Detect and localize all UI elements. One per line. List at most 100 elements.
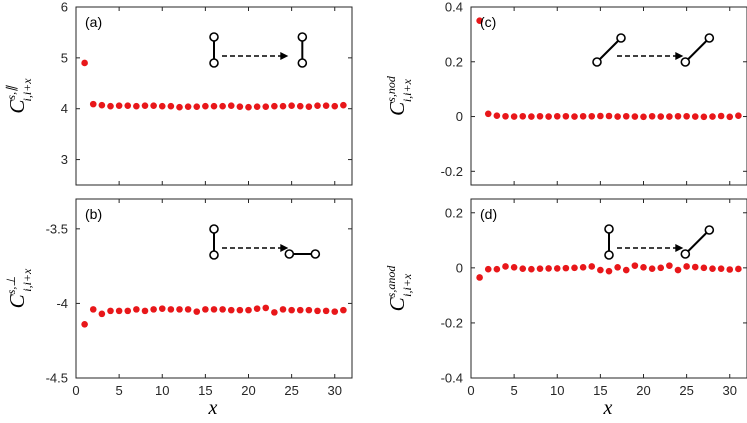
data-point (227, 306, 235, 314)
data-point (81, 321, 88, 328)
site-node (592, 57, 602, 67)
x-tick-label: 5 (116, 383, 123, 398)
y-axis-label: Cs,nod i,i+x (384, 75, 414, 116)
data-point (124, 307, 132, 315)
site-node (209, 224, 219, 234)
y-tick-label: 6 (61, 0, 68, 15)
y-tick-label: 3 (61, 152, 68, 167)
y-tick-label: -0.2 (441, 315, 463, 330)
data-point (193, 308, 201, 315)
data-point (340, 101, 347, 109)
y-tick-label: 0.4 (445, 0, 463, 15)
data-point (614, 113, 621, 120)
data-point (493, 265, 501, 273)
data-point (588, 112, 596, 120)
y-tick-label: 0.2 (445, 205, 463, 220)
data-point (81, 59, 88, 67)
data-point (553, 112, 561, 120)
axes-frame (470, 198, 747, 379)
data-point (545, 113, 552, 120)
axes-frame (470, 6, 747, 186)
data-point (124, 102, 132, 109)
data-point (510, 113, 518, 120)
data-point (519, 265, 527, 272)
data-point (305, 103, 313, 110)
data-point (528, 265, 535, 273)
data-point (236, 306, 244, 314)
data-point (133, 306, 140, 313)
x-tick-label: 30 (328, 383, 342, 398)
data-point (700, 113, 708, 121)
data-point (184, 103, 192, 110)
data-point (691, 263, 699, 271)
y-tick-label: -4.5 (46, 371, 68, 386)
data-point (657, 113, 665, 120)
bond-line (684, 229, 711, 255)
data-point (553, 265, 561, 272)
x-tick-label: 25 (679, 383, 693, 398)
x-tick-label: 15 (198, 383, 212, 398)
x-tick-label: 25 (284, 383, 298, 398)
arrow-head (675, 244, 684, 252)
x-tick-label: 5 (511, 383, 518, 398)
data-point (314, 307, 321, 315)
data-point (493, 112, 501, 120)
data-point (184, 306, 192, 313)
data-point (253, 103, 261, 110)
data-point (605, 112, 613, 120)
data-point (622, 266, 630, 274)
data-point (98, 310, 106, 318)
panel-d: 0 5 10 15 20 25 30 -0.4 -0.2 0 0.2 (d) Cs,anod i,i+x (384, 198, 747, 398)
data-point (476, 274, 483, 281)
data-point (666, 113, 673, 120)
data-point (279, 306, 287, 313)
data-point (150, 306, 157, 313)
y-tick-label: -0.2 (441, 164, 463, 179)
data-point (210, 306, 218, 313)
site-node (209, 32, 219, 42)
data-point (545, 265, 552, 272)
data-point (176, 103, 183, 111)
data-point (528, 113, 535, 120)
data-point (210, 102, 218, 110)
y-tick-label: 0.2 (445, 54, 463, 69)
x-tick-label: 20 (241, 383, 255, 398)
y-tick-label: 5 (61, 50, 68, 65)
data-point (115, 102, 123, 109)
site-node (310, 249, 321, 259)
data-point (107, 307, 114, 315)
data-point (579, 263, 587, 271)
panel-b: 0 5 10 15 20 25 30 -4.5 -4 -3.5 (b) Cs,⊥ i,i+x (4, 198, 353, 398)
panel-a: 3 4 5 6 (a) Cs,∥ i,i+x (4, 0, 353, 186)
data-point (484, 265, 492, 273)
data-point (193, 103, 201, 110)
data-point (717, 265, 725, 272)
data-point (253, 305, 261, 312)
bond-line (596, 37, 622, 63)
data-point (640, 263, 647, 271)
axes-frame (75, 6, 353, 186)
x-axis-label-right: x (603, 397, 613, 419)
data-point (562, 112, 570, 120)
data-point (89, 306, 97, 313)
data-point (133, 102, 140, 110)
data-point (631, 262, 639, 269)
x-tick-label: 0 (72, 383, 79, 398)
data-point (510, 263, 518, 271)
data-point (167, 306, 175, 313)
data-point (666, 262, 673, 269)
panel-label: (c) (480, 14, 496, 30)
panel-label: (b) (85, 206, 102, 222)
data-point (245, 306, 252, 314)
x-tick-label: 0 (467, 383, 474, 398)
arrow-head (280, 52, 289, 60)
data-point (640, 113, 647, 121)
site-node (209, 58, 219, 68)
data-point (262, 304, 270, 312)
data-point (288, 102, 295, 109)
bond-line (684, 37, 711, 63)
arrow-head (280, 244, 289, 252)
panel-label: (d) (480, 206, 497, 222)
data-point (476, 17, 483, 24)
